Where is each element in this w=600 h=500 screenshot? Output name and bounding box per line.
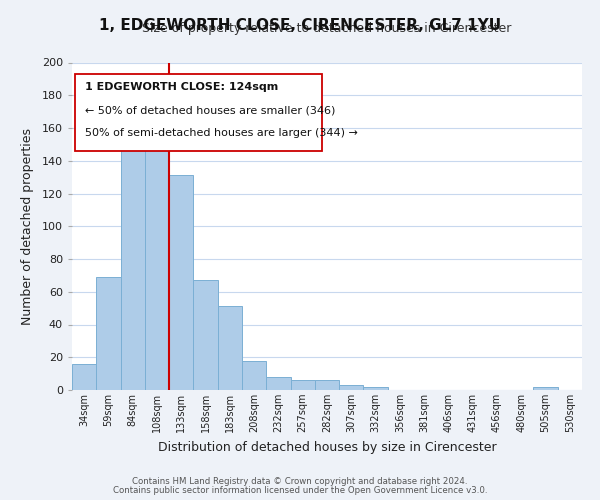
Text: 1 EDGEWORTH CLOSE: 124sqm: 1 EDGEWORTH CLOSE: 124sqm [85, 82, 278, 92]
Title: Size of property relative to detached houses in Cirencester: Size of property relative to detached ho… [142, 22, 512, 35]
X-axis label: Distribution of detached houses by size in Cirencester: Distribution of detached houses by size … [158, 440, 496, 454]
Bar [339, 385, 364, 390]
FancyBboxPatch shape [74, 74, 322, 151]
Y-axis label: Number of detached properties: Number of detached properties [20, 128, 34, 325]
Bar [145, 123, 169, 390]
Bar [242, 360, 266, 390]
Bar [193, 280, 218, 390]
Bar [533, 386, 558, 390]
Bar [121, 128, 145, 390]
Text: ← 50% of detached houses are smaller (346): ← 50% of detached houses are smaller (34… [85, 105, 335, 115]
Bar [290, 380, 315, 390]
Text: Contains public sector information licensed under the Open Government Licence v3: Contains public sector information licen… [113, 486, 487, 495]
Bar [364, 386, 388, 390]
Bar [218, 306, 242, 390]
Text: 50% of semi-detached houses are larger (344) →: 50% of semi-detached houses are larger (… [85, 128, 358, 138]
Bar [169, 176, 193, 390]
Bar [72, 364, 96, 390]
Bar [96, 277, 121, 390]
Bar [266, 377, 290, 390]
Text: 1, EDGEWORTH CLOSE, CIRENCESTER, GL7 1YU: 1, EDGEWORTH CLOSE, CIRENCESTER, GL7 1YU [99, 18, 501, 32]
Text: Contains HM Land Registry data © Crown copyright and database right 2024.: Contains HM Land Registry data © Crown c… [132, 477, 468, 486]
Bar [315, 380, 339, 390]
